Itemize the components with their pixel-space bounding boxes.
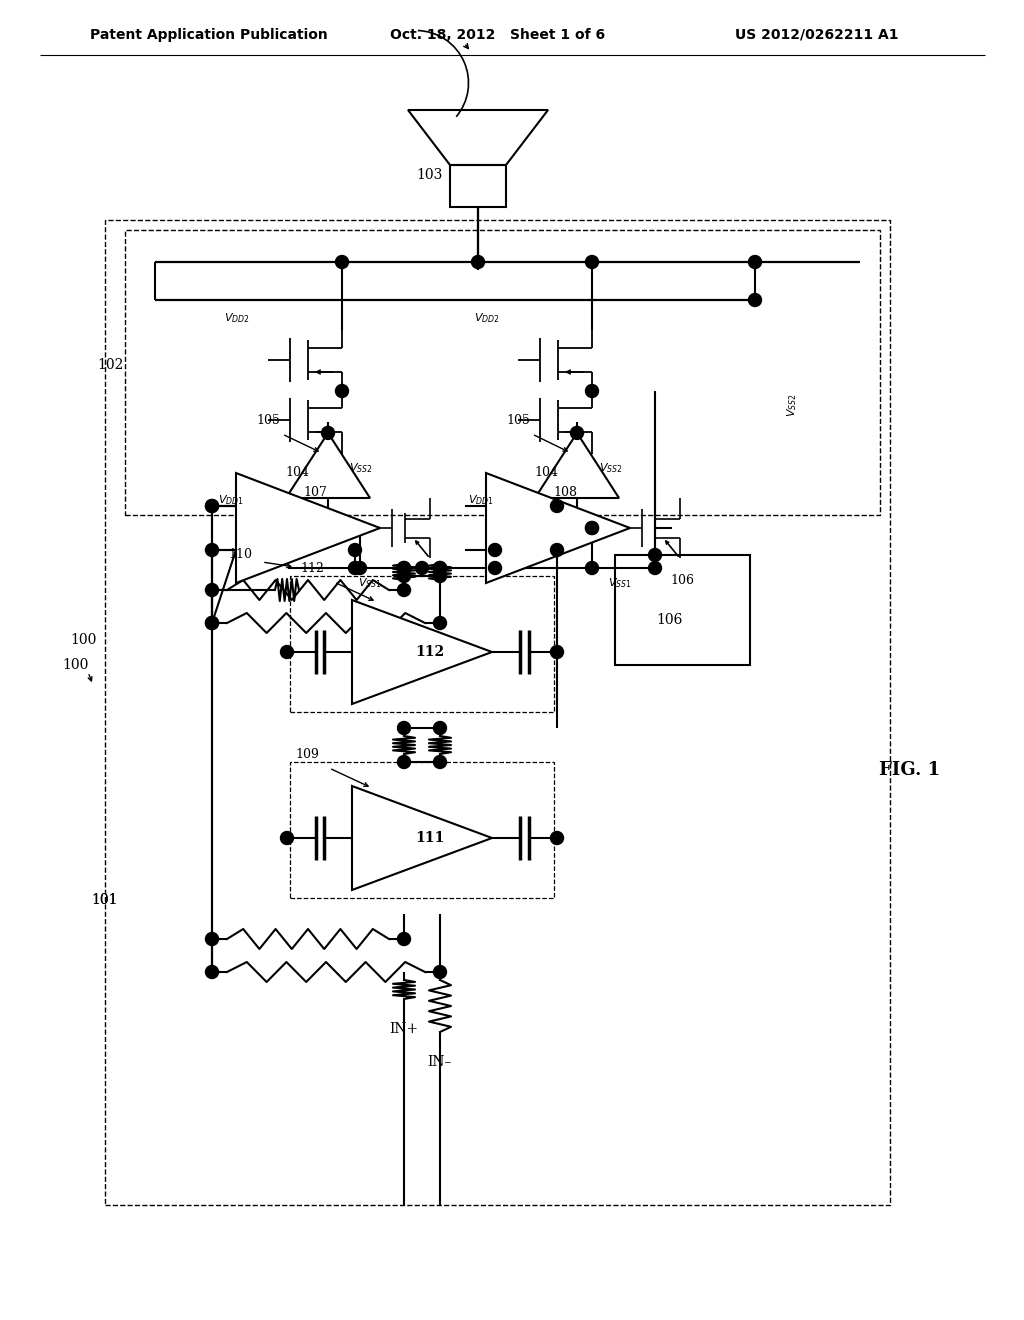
Circle shape [749,293,762,306]
Circle shape [336,384,348,397]
Circle shape [397,561,411,574]
Circle shape [586,521,598,535]
Circle shape [433,561,446,574]
Text: 100: 100 [61,657,88,672]
Circle shape [586,521,598,535]
Circle shape [416,561,428,574]
Text: IN–: IN– [428,1055,453,1069]
Text: Patent Application Publication: Patent Application Publication [90,28,328,42]
Circle shape [433,722,446,734]
Text: 109: 109 [295,747,318,760]
Circle shape [586,384,598,397]
Circle shape [551,499,563,512]
Circle shape [206,932,218,945]
Circle shape [551,544,563,557]
Circle shape [433,755,446,768]
Text: 100: 100 [70,634,96,647]
Circle shape [433,569,446,582]
Circle shape [488,544,502,557]
Polygon shape [236,473,380,583]
Circle shape [433,965,446,978]
Circle shape [397,932,411,945]
Circle shape [206,965,218,978]
Bar [125,230,880,515]
Text: 107: 107 [303,486,327,499]
Bar [105,220,890,1205]
Circle shape [348,561,361,574]
Polygon shape [352,601,492,704]
Circle shape [586,561,598,574]
Circle shape [353,561,367,574]
Circle shape [206,544,218,557]
Circle shape [433,561,446,574]
Circle shape [551,832,563,845]
Bar [450,165,506,207]
Text: 103: 103 [417,168,443,182]
Circle shape [397,755,411,768]
Text: $V_{DD2}$: $V_{DD2}$ [474,312,500,325]
Circle shape [281,645,294,659]
Text: IN+: IN+ [389,1022,419,1036]
Text: Oct. 18, 2012   Sheet 1 of 6: Oct. 18, 2012 Sheet 1 of 6 [390,28,605,42]
Circle shape [206,583,218,597]
Text: $V_{SS2}$: $V_{SS2}$ [599,461,623,475]
Circle shape [322,426,335,440]
Polygon shape [486,473,630,583]
Circle shape [348,544,361,557]
Circle shape [397,722,411,734]
Polygon shape [352,785,492,890]
Circle shape [749,256,762,268]
Bar [290,576,554,711]
Text: $V_{SS1}$: $V_{SS1}$ [358,576,382,590]
Bar [290,762,554,898]
Text: 112: 112 [416,645,444,659]
Text: $V_{DD2}$: $V_{DD2}$ [224,312,250,325]
Circle shape [433,616,446,630]
Polygon shape [286,433,370,498]
Circle shape [206,499,218,512]
Circle shape [281,832,294,845]
Text: FIG. 1: FIG. 1 [880,762,941,779]
Text: 106: 106 [656,612,683,627]
Text: US 2012/0262211 A1: US 2012/0262211 A1 [735,28,898,42]
Polygon shape [535,433,618,498]
Text: $V_{SS2}$: $V_{SS2}$ [785,393,799,417]
Circle shape [397,569,411,582]
Circle shape [206,616,218,630]
Text: 105: 105 [256,414,280,428]
Circle shape [206,499,218,512]
Circle shape [336,256,348,268]
Circle shape [471,256,484,268]
Circle shape [551,645,563,659]
Circle shape [397,561,411,574]
Circle shape [586,256,598,268]
Text: 101: 101 [92,894,118,907]
Text: 106: 106 [671,573,694,586]
Text: $V_{DD1}$: $V_{DD1}$ [468,494,494,507]
Text: 104: 104 [285,466,309,479]
Circle shape [206,616,218,630]
Circle shape [488,561,502,574]
Polygon shape [408,110,548,165]
Circle shape [648,549,662,561]
Text: 101: 101 [92,894,118,907]
Text: $V_{SS1}$: $V_{SS1}$ [608,576,632,590]
Text: 111: 111 [416,832,444,845]
Circle shape [648,561,662,574]
Circle shape [397,583,411,597]
Text: 102: 102 [97,358,123,372]
Bar [615,554,750,665]
Text: 104: 104 [534,466,558,479]
Text: 112: 112 [300,561,324,574]
Text: 110: 110 [228,549,252,561]
Text: $V_{DD1}$: $V_{DD1}$ [218,494,244,507]
Text: 108: 108 [553,486,577,499]
Text: $V_{SS2}$: $V_{SS2}$ [349,461,373,475]
Circle shape [570,426,584,440]
Text: 105: 105 [506,414,530,428]
